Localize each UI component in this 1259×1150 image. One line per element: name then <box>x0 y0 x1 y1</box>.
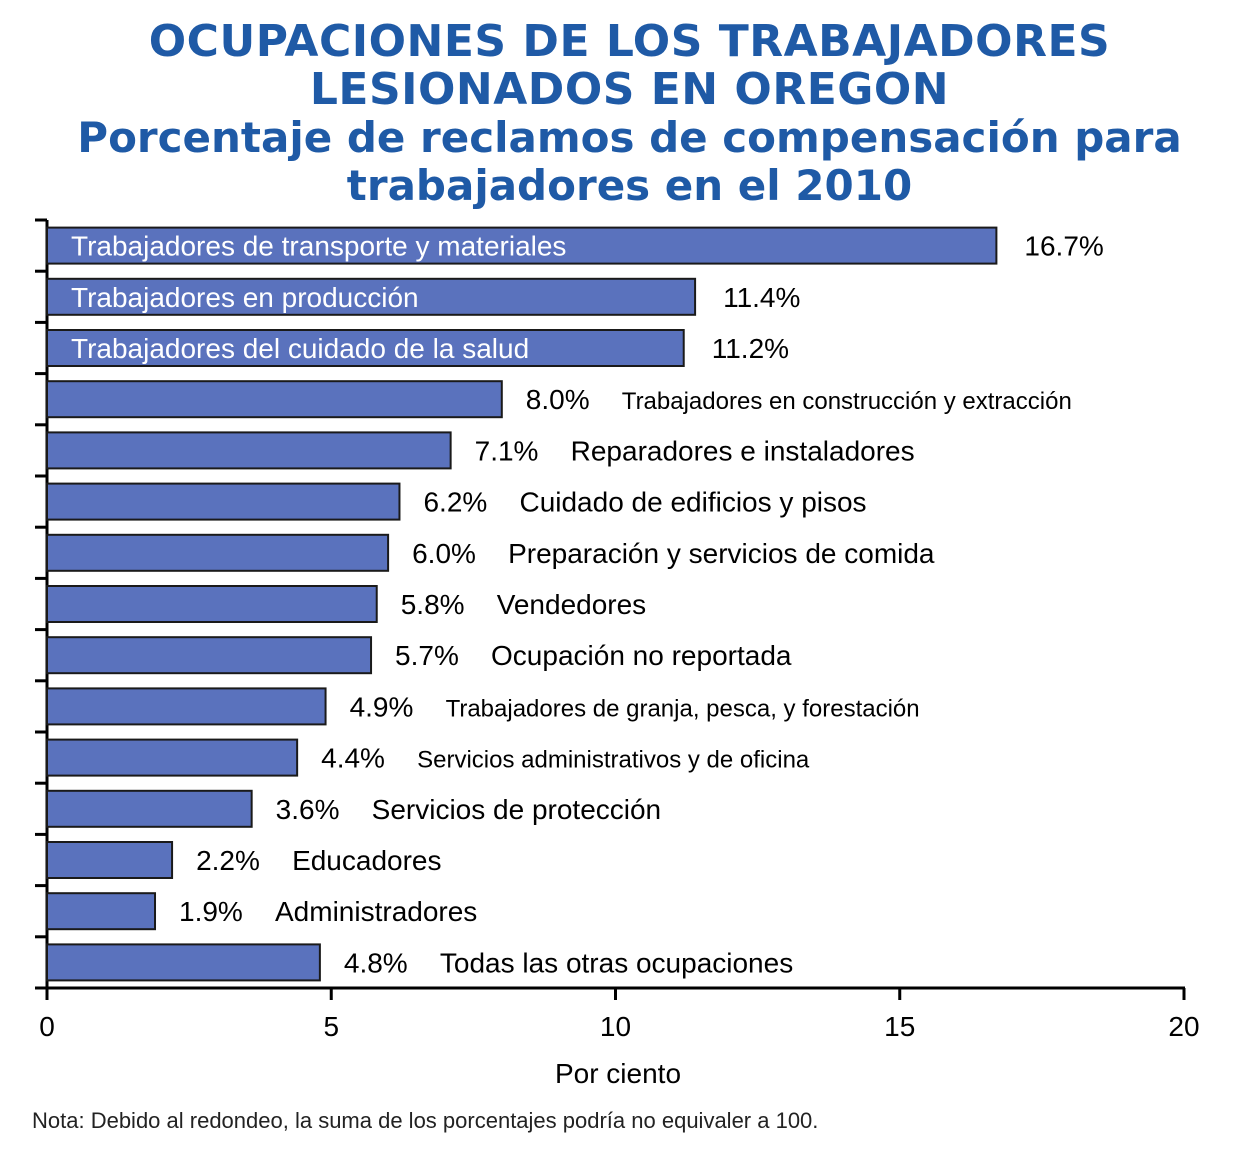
chart-subtitle-line-1: Porcentaje de reclamos de compensación p… <box>77 113 1182 162</box>
bar <box>46 789 253 828</box>
bar-category-label: Reparadores e instaladores <box>571 435 915 466</box>
bar <box>46 687 327 726</box>
bar-category-label: Vendedores <box>497 589 646 620</box>
bar <box>46 892 157 931</box>
chart-subtitle-line-2: trabajadores en el 2010 <box>346 161 913 210</box>
bar-category-label: Preparación y servicios de comida <box>508 538 935 569</box>
bar-value-label: 6.0% <box>412 538 476 569</box>
bar-category-label: Trabajadores en construcción y extracció… <box>622 388 1072 415</box>
bar-value-label: 5.8% <box>401 589 465 620</box>
bar-value-label: 11.2% <box>712 333 789 364</box>
bar-category-label: Cuidado de edificios y pisos <box>519 487 866 518</box>
bar-value-label: 1.9% <box>179 896 243 927</box>
bar-category-label: Trabajadores del cuidado de la salud <box>71 333 529 364</box>
bar <box>46 329 685 367</box>
footnote: Nota: Debido al redondeo, la suma de los… <box>32 1108 819 1133</box>
bar-value-label: 4.9% <box>350 691 414 722</box>
bar <box>46 636 373 675</box>
x-tick-label: 20 <box>1168 1011 1199 1042</box>
x-tick-label: 5 <box>323 1011 339 1042</box>
bar-value-label: 16.7% <box>1024 231 1103 262</box>
x-axis-label: Por ciento <box>554 1058 682 1089</box>
bar-value-label: 6.2% <box>423 487 487 518</box>
chart-title-block: OCUPACIONES DE LOS TRABAJADORES LESIONAD… <box>0 18 1259 210</box>
bar-category-label: Trabajadores de transporte y materiales <box>71 231 566 262</box>
bar-value-label: 11.4% <box>723 282 800 313</box>
bar-category-label: Todas las otras ocupaciones <box>440 947 793 978</box>
bar-category-label: Servicios administrativos y de oficina <box>417 747 810 774</box>
bar-category-label: Trabajadores en producción <box>71 282 419 313</box>
x-tick-label: 15 <box>884 1011 915 1042</box>
bar <box>46 841 174 879</box>
bar-category-label: Administradores <box>275 896 477 927</box>
bar <box>46 943 321 982</box>
bar-value-label: 2.2% <box>196 845 260 876</box>
bar-value-label: 4.8% <box>344 947 408 978</box>
bar <box>46 226 998 265</box>
bar <box>46 277 697 316</box>
chart-title-line-2: LESIONADOS EN OREGON <box>309 64 950 115</box>
bar-value-label: 8.0% <box>526 384 590 415</box>
bar-value-label: 5.7% <box>395 640 459 671</box>
bar <box>46 738 299 777</box>
x-tick-label: 10 <box>600 1011 631 1042</box>
bar-category-label: Servicios de protección <box>372 794 661 825</box>
bar <box>46 585 378 623</box>
chart-title-line-1: OCUPACIONES DE LOS TRABAJADORES <box>148 16 1111 67</box>
x-tick-label: 0 <box>39 1011 55 1042</box>
bar-category-label: Trabajadores de granja, pesca, y foresta… <box>446 695 920 722</box>
bar <box>46 482 401 521</box>
bar-value-label: 7.1% <box>475 435 539 466</box>
bar-category-label: Ocupación no reportada <box>491 640 792 671</box>
bar <box>46 380 503 419</box>
bar-value-label: 3.6% <box>276 794 340 825</box>
bar-category-label: Educadores <box>292 845 441 876</box>
bar <box>46 431 452 470</box>
bar-value-label: 4.4% <box>321 743 385 774</box>
bar <box>46 533 390 572</box>
